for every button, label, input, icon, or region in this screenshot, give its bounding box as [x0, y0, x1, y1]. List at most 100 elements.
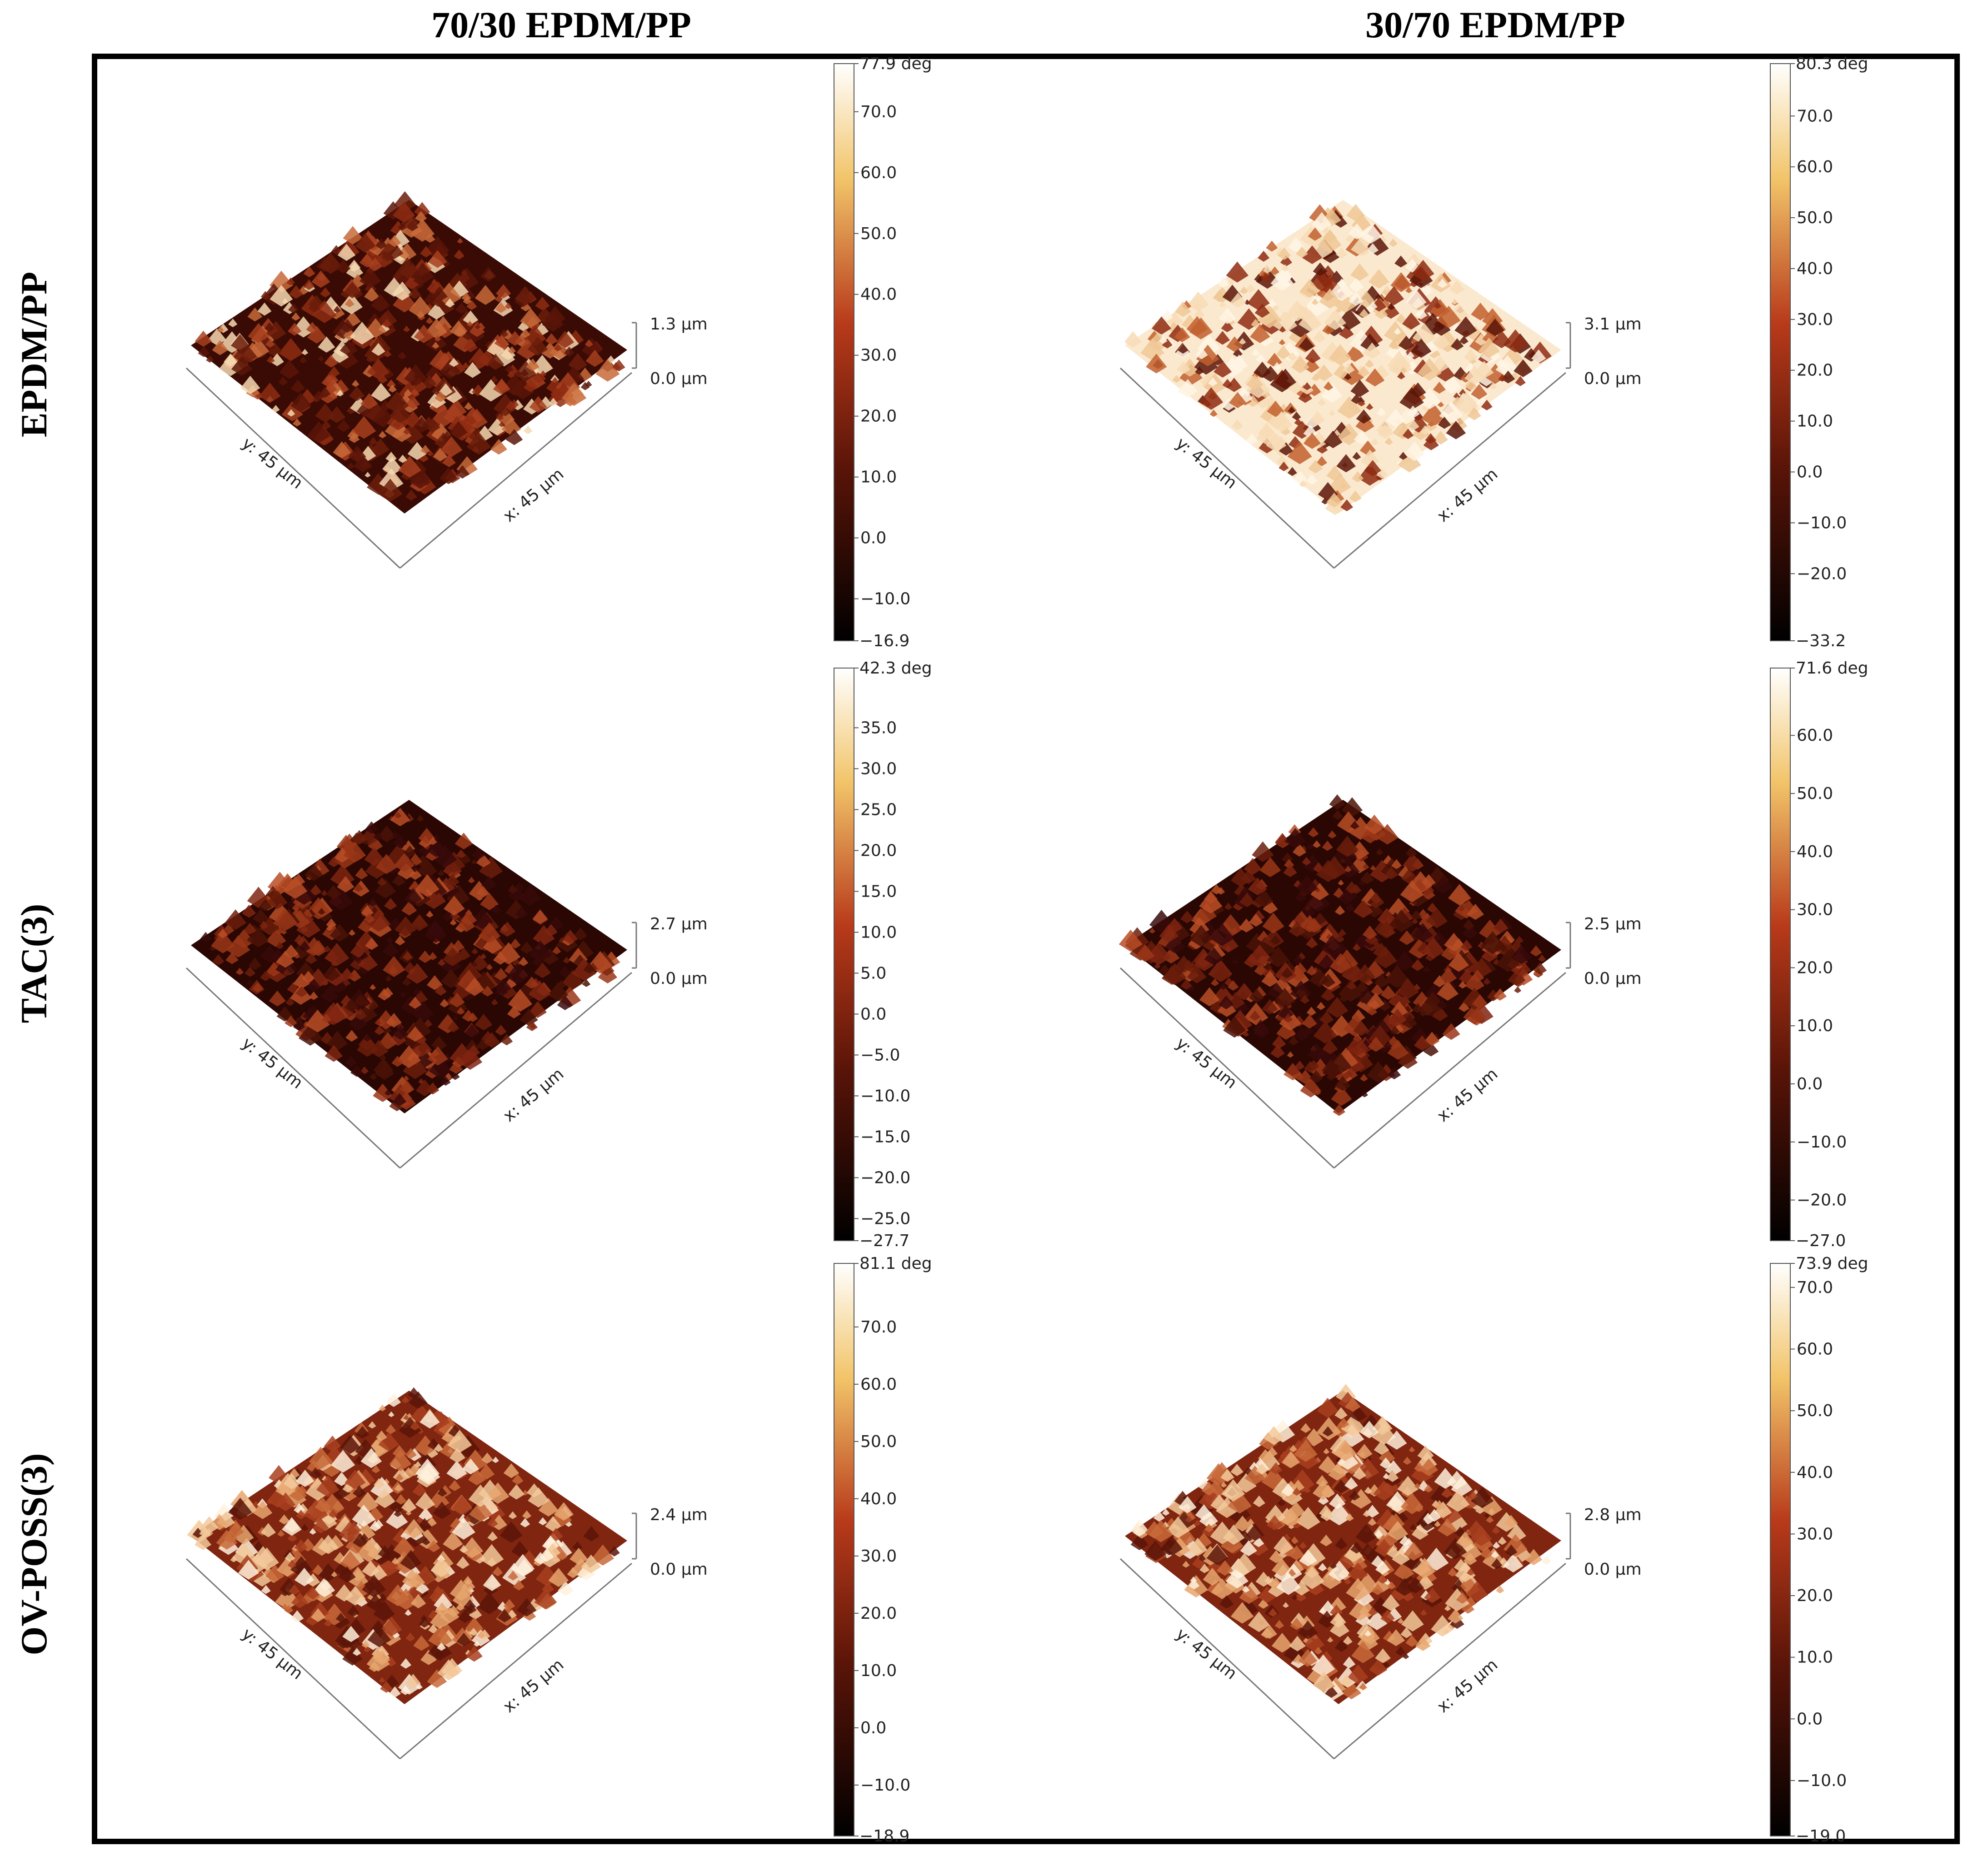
colorbar-tick-label: 20.0: [860, 1604, 897, 1623]
surface-texture: [1124, 204, 1552, 515]
colorbar-tick-label: −5.0: [860, 1046, 900, 1064]
colorbar-tick-label: 60.0: [1797, 1340, 1833, 1359]
colorbar-gradient: [1770, 668, 1791, 1241]
colorbar-tick-label: 40.0: [860, 285, 897, 304]
colorbar-tick-label: 20.0: [860, 407, 897, 426]
colorbar-tick-label: 10.0: [860, 923, 897, 942]
colorbar-tick-label: 20.0: [1797, 958, 1833, 977]
afm-panel-p32: 2.8 µm 0.0 µm y: 45 µm x: 45 µm: [1119, 1384, 1642, 1760]
x-axis-label: x: 45 µm: [499, 465, 567, 526]
colorbar-p11: 77.9 deg −16.9 70.0 60.0 50.0 40.0 30.0 20.0 10.…: [834, 55, 932, 650]
colorbar-tick-label: 30.0: [860, 346, 897, 365]
colorbar-gradient: [834, 1263, 854, 1836]
y-axis-label: y: 45 µm: [238, 434, 306, 493]
afm-panel-p31: 2.4 µm 0.0 µm y: 45 µm x: 45 µm: [185, 1387, 708, 1760]
colorbar-tick-label: 50.0: [1797, 784, 1833, 803]
x-axis-label: x: 45 µm: [1434, 465, 1501, 526]
y-axis-label: y: 45 µm: [238, 1625, 306, 1683]
afm-surface: [191, 200, 627, 514]
colorbar-tick-label: 50.0: [1797, 1402, 1833, 1420]
colorbar-tick-label: 40.0: [1797, 843, 1833, 861]
z-min-label: 0.0 µm: [650, 369, 708, 388]
colorbar-tick-label: 0.0: [1797, 1710, 1823, 1728]
colorbar-tick-label: 10.0: [1797, 412, 1833, 431]
colorbar-tick-label: 60.0: [860, 1375, 897, 1394]
colorbar-tick-label: −10.0: [1797, 514, 1847, 532]
afm-axes: [1119, 922, 1571, 1169]
colorbar-min-label: −27.0: [1796, 1232, 1846, 1250]
surface-texture: [187, 1387, 620, 1698]
colorbar-tick-label: 50.0: [860, 225, 897, 243]
colorbar-tick-label: −25.0: [860, 1209, 910, 1228]
colorbar-tick-label: 70.0: [1797, 1278, 1833, 1297]
z-min-label: 0.0 µm: [1584, 369, 1642, 388]
afm-panel-p11: 1.3 µm 0.0 µm y: 45 µm x: 45 µm: [185, 191, 708, 569]
x-axis-label: x: 45 µm: [499, 1065, 567, 1126]
colorbar-tick-label: −20.0: [860, 1168, 910, 1187]
z-max-label: 2.8 µm: [1584, 1506, 1642, 1524]
colorbar-tick-label: −10.0: [860, 590, 910, 609]
surface-texture: [1119, 794, 1547, 1116]
colorbar-tick-label: −20.0: [1797, 564, 1847, 583]
colorbar-max-label: 42.3 deg: [859, 659, 932, 678]
colorbar-p21: 42.3 deg −27.7 35.0 30.0 25.0 20.0 15.0 10.0 5.0…: [834, 659, 932, 1250]
afm-panel-p21: 2.7 µm 0.0 µm y: 45 µm x: 45 µm: [185, 800, 708, 1169]
column-title-30-70: 30/70 EPDM/PP: [1365, 4, 1625, 45]
colorbar-tick-label: 60.0: [1797, 726, 1833, 745]
colorbar-tick-label: 70.0: [860, 1318, 897, 1337]
colorbar-tick-label: 25.0: [860, 800, 897, 819]
y-axis-label: y: 45 µm: [1172, 1034, 1240, 1093]
colorbar-min-label: −18.9: [859, 1827, 909, 1846]
y-axis-label: y: 45 µm: [238, 1034, 306, 1093]
colorbar-tick-label: 30.0: [1797, 901, 1833, 919]
z-min-label: 0.0 µm: [650, 1560, 708, 1579]
x-axis-label: x: 45 µm: [1434, 1656, 1501, 1716]
afm-axes: [185, 1512, 637, 1760]
colorbar-tick-label: 50.0: [860, 1432, 897, 1451]
colorbar-tick-label: 20.0: [860, 841, 897, 860]
colorbar-tick-label: 0.0: [1797, 463, 1823, 482]
colorbar-tick-label: 10.0: [1797, 1648, 1833, 1667]
colorbar-tick-label: 70.0: [1797, 107, 1833, 125]
surface-texture: [1130, 1384, 1551, 1701]
colorbar-tick-label: 10.0: [860, 468, 897, 487]
afm-panel-p12: 3.1 µm 0.0 µm y: 45 µm x: 45 µm: [1119, 200, 1642, 569]
column-title-70-30: 70/30 EPDM/PP: [431, 4, 691, 45]
colorbar-min-label: −33.2: [1796, 632, 1846, 650]
colorbar-tick-label: 20.0: [1797, 361, 1833, 380]
colorbar-tick-label: 40.0: [860, 1490, 897, 1508]
colorbar-tick-label: 40.0: [1797, 259, 1833, 278]
colorbar-max-label: 77.9 deg: [859, 55, 932, 73]
colorbar-gradient: [834, 63, 854, 641]
colorbar-tick-label: 0.0: [860, 529, 886, 548]
z-max-label: 2.4 µm: [650, 1506, 708, 1524]
y-axis-label: y: 45 µm: [1172, 1625, 1240, 1683]
surface-texture: [200, 808, 620, 1112]
colorbar-tick-label: 40.0: [1797, 1463, 1833, 1482]
x-axis-label: x: 45 µm: [1434, 1065, 1501, 1126]
colorbar-tick-label: −10.0: [860, 1087, 910, 1105]
z-min-label: 0.0 µm: [650, 969, 708, 988]
colorbar-tick-label: 0.0: [1797, 1075, 1823, 1093]
colorbar-p32: 73.9 deg −19.0 70.0 60.0 50.0 40.0 30.0 20.0 10.…: [1770, 1254, 1868, 1846]
colorbar-tick-label: 5.0: [860, 964, 886, 983]
z-max-label: 1.3 µm: [650, 315, 708, 334]
colorbar-p12: 80.3 deg −33.2 70.0 60.0 50.0 40.0 30.0 20.0 10.…: [1770, 55, 1868, 650]
colorbar-tick-label: 30.0: [860, 759, 897, 778]
colorbar-min-label: −19.0: [1796, 1827, 1846, 1846]
colorbar-gradient: [1770, 1263, 1791, 1836]
colorbar-max-label: 71.6 deg: [1796, 659, 1868, 678]
colorbar-min-label: −27.7: [859, 1232, 909, 1250]
colorbar-tick-label: 30.0: [1797, 310, 1833, 329]
colorbar-tick-label: 50.0: [1797, 209, 1833, 227]
colorbar-tick-label: 60.0: [860, 164, 897, 182]
colorbar-tick-label: 30.0: [860, 1547, 897, 1566]
colorbar-tick-label: 70.0: [860, 103, 897, 121]
colorbar-tick-label: −10.0: [860, 1776, 910, 1795]
z-max-label: 2.7 µm: [650, 915, 708, 933]
afm-axes: [1119, 322, 1571, 569]
x-axis-label: x: 45 µm: [499, 1656, 567, 1716]
afm-axes: [185, 322, 637, 569]
afm-axes: [1119, 1512, 1571, 1760]
